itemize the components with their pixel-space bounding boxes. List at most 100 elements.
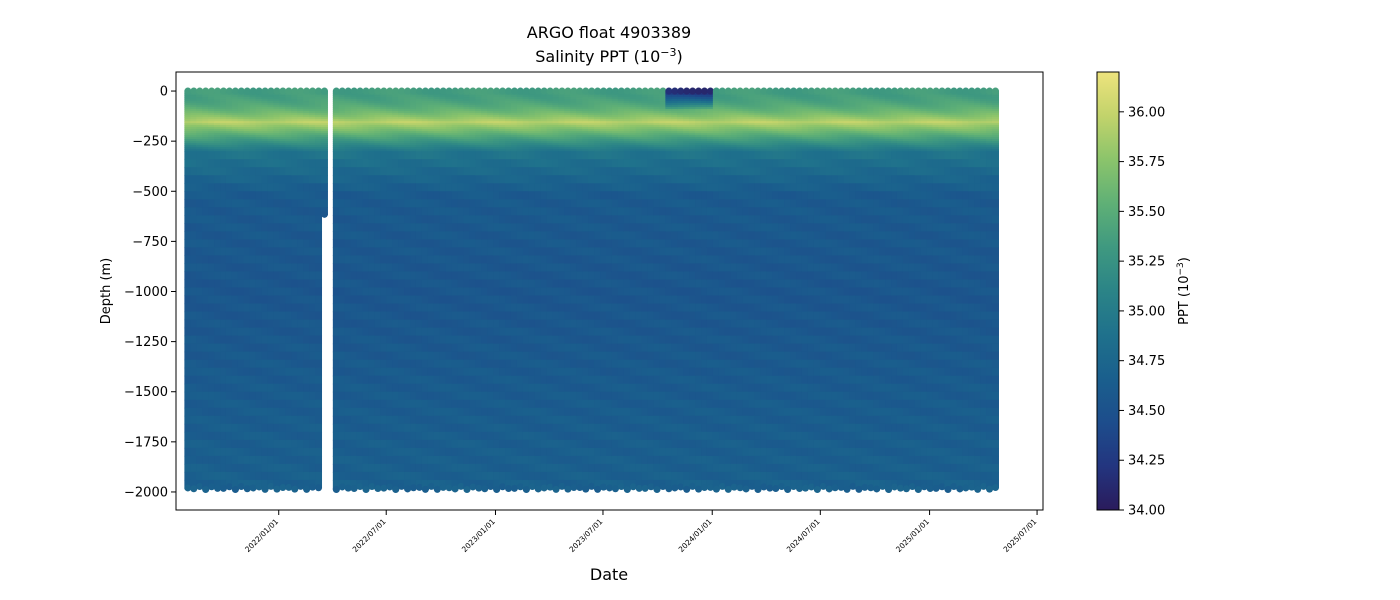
- profile-segment: [392, 375, 400, 385]
- profile-segment: [499, 141, 507, 144]
- profile-segment: [237, 295, 245, 305]
- profile-segment: [451, 183, 459, 192]
- profile-segment: [184, 391, 192, 401]
- profile-segment: [273, 255, 281, 265]
- profile-segment: [439, 375, 447, 385]
- profile-segment: [469, 295, 477, 305]
- profile-segment: [273, 113, 281, 116]
- profile-segment: [475, 287, 483, 297]
- profile-bottom-point: [315, 484, 323, 492]
- profile-segment: [309, 359, 317, 369]
- profile-segment: [350, 407, 358, 417]
- profile-bottom-point: [344, 484, 352, 492]
- profile-segment: [196, 447, 204, 457]
- profile-segment: [433, 319, 441, 329]
- profile-segment: [231, 107, 239, 110]
- profile-segment: [463, 287, 471, 297]
- profile-segment: [374, 125, 382, 128]
- profile-segment: [427, 191, 435, 200]
- profile-segment: [267, 271, 275, 281]
- profile-segment: [291, 247, 299, 257]
- profile-segment: [344, 133, 352, 136]
- profile-segment: [332, 311, 340, 321]
- profile-segment: [386, 131, 394, 134]
- profile-segment: [184, 455, 192, 465]
- profile-segment: [427, 119, 435, 122]
- profile-segment: [445, 183, 453, 192]
- profile-segment: [285, 199, 293, 208]
- profile-segment: [487, 367, 495, 377]
- profile-segment: [469, 375, 477, 385]
- profile-segment: [350, 367, 358, 377]
- profile-segment: [463, 167, 471, 176]
- profile-segment: [433, 215, 441, 224]
- profile-segment: [487, 117, 495, 120]
- profile-segment: [285, 279, 293, 289]
- profile-segment: [463, 391, 471, 401]
- profile-segment: [410, 199, 418, 208]
- profile-segment: [505, 351, 513, 361]
- profile-segment: [463, 175, 471, 184]
- profile-segment: [243, 415, 251, 425]
- profile-segment: [481, 383, 489, 393]
- profile-segment: [291, 279, 299, 289]
- profile-segment: [457, 367, 465, 377]
- profile-segment: [350, 239, 358, 248]
- profile-segment: [190, 151, 198, 160]
- profile-segment: [457, 279, 465, 289]
- profile-segment: [315, 119, 323, 122]
- profile-segment: [392, 351, 400, 361]
- profile-segment: [267, 399, 275, 409]
- profile-segment: [427, 215, 435, 224]
- profile-segment: [439, 455, 447, 465]
- profile-segment: [208, 319, 216, 329]
- profile-segment: [439, 303, 447, 313]
- profile-segment: [439, 95, 447, 98]
- profile-segment: [457, 239, 465, 248]
- profile-segment: [225, 215, 233, 224]
- profile-segment: [249, 95, 257, 98]
- profile-segment: [380, 215, 388, 224]
- profile-segment: [220, 147, 228, 150]
- profile-segment: [202, 199, 210, 208]
- profile-segment: [225, 115, 233, 118]
- profile-segment: [421, 471, 429, 481]
- profile-segment: [196, 111, 204, 114]
- profile-segment: [255, 463, 263, 473]
- profile-segment: [344, 463, 352, 473]
- profile-segment: [415, 115, 423, 118]
- profile-segment: [243, 147, 251, 150]
- profile-segment: [309, 263, 317, 273]
- profile-segment: [410, 375, 418, 385]
- profile-segment: [398, 463, 406, 473]
- profile-segment: [332, 391, 340, 401]
- profile-segment: [386, 287, 394, 297]
- profile-segment: [463, 145, 471, 148]
- profile-segment: [184, 113, 192, 116]
- profile-segment: [481, 263, 489, 273]
- profile-segment: [481, 147, 489, 150]
- profile-segment: [231, 383, 239, 393]
- profile-segment: [196, 97, 204, 100]
- profile-segment: [190, 375, 198, 385]
- profile-segment: [415, 255, 423, 265]
- profile-segment: [261, 327, 269, 337]
- profile-segment: [469, 423, 477, 433]
- profile-segment: [469, 311, 477, 321]
- profile-segment: [243, 175, 251, 184]
- profile-segment: [285, 311, 293, 321]
- profile-segment: [190, 471, 198, 481]
- profile-segment: [505, 391, 513, 401]
- profile-segment: [243, 109, 251, 112]
- profile-segment: [469, 115, 477, 118]
- profile-segment: [392, 447, 400, 457]
- profile-segment: [421, 167, 429, 176]
- profile-segment: [505, 383, 513, 393]
- profile-segment: [303, 133, 311, 136]
- profile-segment: [398, 399, 406, 409]
- profile-segment: [214, 375, 222, 385]
- profile-segment: [196, 159, 204, 168]
- profile-segment: [493, 99, 501, 102]
- profile-segment: [374, 115, 382, 118]
- profile-segment: [356, 255, 364, 265]
